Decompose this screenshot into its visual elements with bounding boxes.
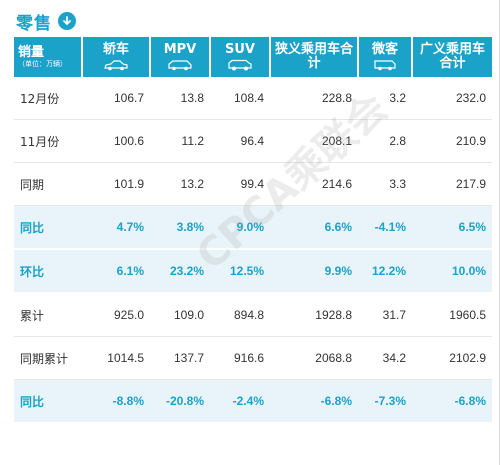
table-cell: 232.0 — [412, 77, 492, 120]
table-cell: 6.1% — [82, 249, 150, 294]
table-cell: 2.8 — [358, 119, 412, 163]
table-cell: 925.0 — [82, 293, 150, 337]
table-row: 累计 925.0 109.0 894.8 1928.8 31.7 1960.5 — [14, 293, 492, 337]
table-cell: 101.9 — [82, 162, 150, 206]
col-header-suv: SUV — [210, 37, 271, 77]
row-label: 同比 — [14, 379, 82, 424]
table-cell: 214.6 — [270, 162, 358, 206]
table-cell: 10.0% — [412, 249, 492, 294]
table-cell: 208.1 — [270, 119, 358, 163]
col-header-sales: 销量 （单位：万辆） — [14, 37, 83, 77]
table-cell: 11.2 — [150, 119, 210, 163]
suv-icon — [228, 60, 252, 71]
table-cell: 31.7 — [358, 293, 412, 337]
table-cell: 2102.9 — [412, 336, 492, 380]
table-cell: -2.4% — [210, 379, 270, 424]
table-cell: 99.4 — [210, 162, 270, 206]
row-label: 同期 — [14, 162, 82, 206]
row-label: 11月份 — [14, 119, 82, 163]
table-cell: 217.9 — [412, 162, 492, 206]
table-row: 环比 6.1% 23.2% 12.5% 9.9% 12.2% 10.0% — [14, 249, 492, 294]
table-cell: 3.8% — [150, 205, 210, 250]
table-cell: -4.1% — [358, 205, 412, 250]
table-cell: 108.4 — [210, 77, 270, 120]
table-cell: -8.8% — [82, 379, 150, 424]
table-cell: 100.6 — [82, 119, 150, 163]
table-cell: 13.2 — [150, 162, 210, 206]
col-header-broad-total: 广义乘用车合计 — [412, 37, 492, 77]
col-header-sedan: 轿车 — [82, 37, 151, 77]
row-label: 12月份 — [14, 77, 82, 120]
row-label: 同期累计 — [14, 336, 82, 380]
table-cell: 3.3 — [358, 162, 412, 206]
table-cell: -6.8% — [412, 379, 492, 424]
table-cell: 96.4 — [210, 119, 270, 163]
table-cell: 34.2 — [358, 336, 412, 380]
table-cell: 4.7% — [82, 205, 150, 250]
section-title: 零售 — [16, 13, 52, 34]
table-cell: 106.7 — [82, 77, 150, 120]
table-cell: 1928.8 — [270, 293, 358, 337]
table-cell: 1960.5 — [412, 293, 492, 337]
col-header-narrow-total: 狭义乘用车合计 — [270, 37, 359, 77]
table-cell: 137.7 — [150, 336, 210, 380]
table-cell: 109.0 — [150, 293, 210, 337]
microvan-icon — [374, 60, 396, 71]
table-cell: -7.3% — [358, 379, 412, 424]
table-cell: 6.5% — [412, 205, 492, 250]
table-row: 同比 -8.8% -20.8% -2.4% -6.8% -7.3% -6.8% — [14, 379, 492, 424]
mpv-icon — [168, 60, 192, 71]
unit-label: （单位：万辆） — [18, 59, 67, 68]
col-header-microvan: 微客 — [358, 37, 413, 77]
table-cell: 894.8 — [210, 293, 270, 337]
table-header-row: 销量 （单位：万辆） 轿车 MPV — [14, 37, 492, 77]
arrow-down-circle-icon[interactable] — [58, 12, 76, 30]
col-header-mpv: MPV — [150, 37, 211, 77]
table-row: 12月份 106.7 13.8 108.4 228.8 3.2 232.0 — [14, 77, 492, 120]
table-cell: 3.2 — [358, 77, 412, 120]
table-cell: 6.6% — [270, 205, 358, 250]
table-cell: 916.6 — [210, 336, 270, 380]
table-cell: -20.8% — [150, 379, 210, 424]
table-cell: 228.8 — [270, 77, 358, 120]
table-cell: 12.2% — [358, 249, 412, 294]
table-cell: -6.8% — [270, 379, 358, 424]
row-label: 同比 — [14, 205, 82, 250]
table-cell: 12.5% — [210, 249, 270, 294]
table-row: 同期 101.9 13.2 99.4 214.6 3.3 217.9 — [14, 162, 492, 206]
table-row: 同比 4.7% 3.8% 9.0% 6.6% -4.1% 6.5% — [14, 205, 492, 250]
table-cell: 2068.8 — [270, 336, 358, 380]
table-cell: 23.2% — [150, 249, 210, 294]
table-row: 同期累计 1014.5 137.7 916.6 2068.8 34.2 2102.9 — [14, 336, 492, 380]
table-row: 11月份 100.6 11.2 96.4 208.1 2.8 210.9 — [14, 119, 492, 163]
table-cell: 9.0% — [210, 205, 270, 250]
sedan-icon — [104, 60, 128, 71]
section-header: 零售 — [16, 8, 76, 34]
table-cell: 1014.5 — [82, 336, 150, 380]
row-label: 环比 — [14, 249, 82, 294]
table-cell: 13.8 — [150, 77, 210, 120]
table-cell: 9.9% — [270, 249, 358, 294]
row-label: 累计 — [14, 293, 82, 337]
table-cell: 210.9 — [412, 119, 492, 163]
retail-sales-table: 销量 （单位：万辆） 轿车 MPV — [14, 37, 492, 424]
